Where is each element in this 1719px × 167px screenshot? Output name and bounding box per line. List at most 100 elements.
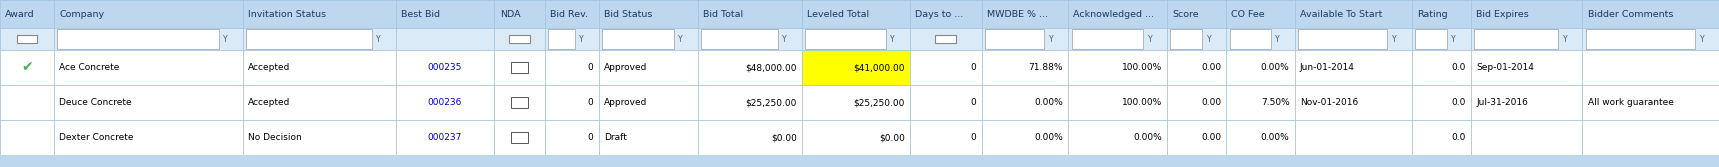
Bar xyxy=(395,0,495,28)
Bar xyxy=(545,50,598,85)
Bar xyxy=(495,85,545,120)
Bar xyxy=(1226,28,1294,50)
Bar xyxy=(698,50,803,85)
Bar xyxy=(1294,85,1411,120)
Bar xyxy=(1411,28,1471,50)
Text: Y: Y xyxy=(223,35,229,43)
Bar xyxy=(803,85,909,120)
Bar xyxy=(598,85,698,120)
Bar xyxy=(1471,85,1583,120)
Bar xyxy=(395,85,495,120)
Bar xyxy=(1471,120,1583,155)
Bar xyxy=(1583,0,1719,28)
Text: $0.00: $0.00 xyxy=(878,133,904,142)
Bar xyxy=(242,120,395,155)
Bar xyxy=(1226,85,1294,120)
Bar xyxy=(909,0,982,28)
Bar xyxy=(1298,29,1387,49)
Text: 0.00%: 0.00% xyxy=(1035,98,1062,107)
Bar xyxy=(909,50,982,85)
Bar xyxy=(0,0,53,28)
Text: 0: 0 xyxy=(971,63,976,72)
Bar xyxy=(806,29,885,49)
Bar xyxy=(1226,120,1294,155)
Text: 0.00%: 0.00% xyxy=(1035,133,1062,142)
Bar xyxy=(545,85,598,120)
Text: Sep-01-2014: Sep-01-2014 xyxy=(1477,63,1533,72)
Text: Best Bid: Best Bid xyxy=(401,10,440,19)
Bar xyxy=(1471,0,1583,28)
Text: Available To Start: Available To Start xyxy=(1300,10,1382,19)
Text: 0: 0 xyxy=(971,98,976,107)
Bar xyxy=(698,120,803,155)
Text: Deuce Concrete: Deuce Concrete xyxy=(58,98,132,107)
Text: MWDBE % ...: MWDBE % ... xyxy=(987,10,1049,19)
Bar xyxy=(53,85,242,120)
Bar xyxy=(803,50,909,85)
Bar xyxy=(0,120,53,155)
Text: Bidder Comments: Bidder Comments xyxy=(1588,10,1673,19)
Text: Bid Total: Bid Total xyxy=(703,10,743,19)
Bar xyxy=(53,50,242,85)
Bar xyxy=(985,29,1043,49)
Text: 0.0: 0.0 xyxy=(1451,133,1466,142)
Bar xyxy=(1411,85,1471,120)
Bar xyxy=(909,85,982,120)
Text: $41,000.00: $41,000.00 xyxy=(853,63,904,72)
Bar xyxy=(909,28,982,50)
Text: $48,000.00: $48,000.00 xyxy=(746,63,798,72)
Text: Score: Score xyxy=(1172,10,1198,19)
Text: CO Fee: CO Fee xyxy=(1231,10,1265,19)
Bar xyxy=(395,120,495,155)
Bar xyxy=(1229,29,1270,49)
Bar xyxy=(1067,50,1167,85)
Bar xyxy=(1471,50,1583,85)
Text: 0.00: 0.00 xyxy=(1202,98,1220,107)
Text: Y: Y xyxy=(1207,35,1212,43)
Bar xyxy=(509,35,529,43)
Bar xyxy=(1294,120,1411,155)
Bar xyxy=(935,35,956,43)
Bar xyxy=(511,97,528,108)
Bar xyxy=(495,28,545,50)
Text: $0.00: $0.00 xyxy=(770,133,798,142)
Text: Rating: Rating xyxy=(1416,10,1447,19)
Bar xyxy=(1167,50,1226,85)
Text: Company: Company xyxy=(58,10,105,19)
Bar xyxy=(1067,0,1167,28)
Text: 0: 0 xyxy=(588,63,593,72)
Bar xyxy=(242,28,395,50)
Text: Bid Rev.: Bid Rev. xyxy=(550,10,588,19)
Bar xyxy=(545,0,598,28)
Text: Y: Y xyxy=(679,35,682,43)
Text: Y: Y xyxy=(1275,35,1279,43)
Bar xyxy=(17,35,38,43)
Text: 0.00: 0.00 xyxy=(1202,133,1220,142)
Bar xyxy=(495,50,545,85)
Bar xyxy=(982,0,1067,28)
Bar xyxy=(1171,29,1202,49)
Bar xyxy=(242,0,395,28)
Bar xyxy=(698,85,803,120)
Bar xyxy=(545,28,598,50)
Bar xyxy=(0,50,53,85)
Bar xyxy=(982,85,1067,120)
Text: 100.00%: 100.00% xyxy=(1121,98,1162,107)
Text: Y: Y xyxy=(579,35,584,43)
Bar xyxy=(803,120,909,155)
Bar xyxy=(1471,28,1583,50)
Text: 0.00: 0.00 xyxy=(1202,63,1220,72)
Text: 0: 0 xyxy=(588,133,593,142)
Text: 0.00%: 0.00% xyxy=(1133,133,1162,142)
Bar xyxy=(1167,0,1226,28)
Bar xyxy=(698,0,803,28)
Bar xyxy=(1167,85,1226,120)
Bar xyxy=(701,29,779,49)
Bar xyxy=(0,155,1719,167)
Bar xyxy=(1583,120,1719,155)
Text: 000236: 000236 xyxy=(428,98,462,107)
Bar xyxy=(602,29,674,49)
Text: Ace Concrete: Ace Concrete xyxy=(58,63,120,72)
Bar xyxy=(495,120,545,155)
Text: Bid Status: Bid Status xyxy=(603,10,652,19)
